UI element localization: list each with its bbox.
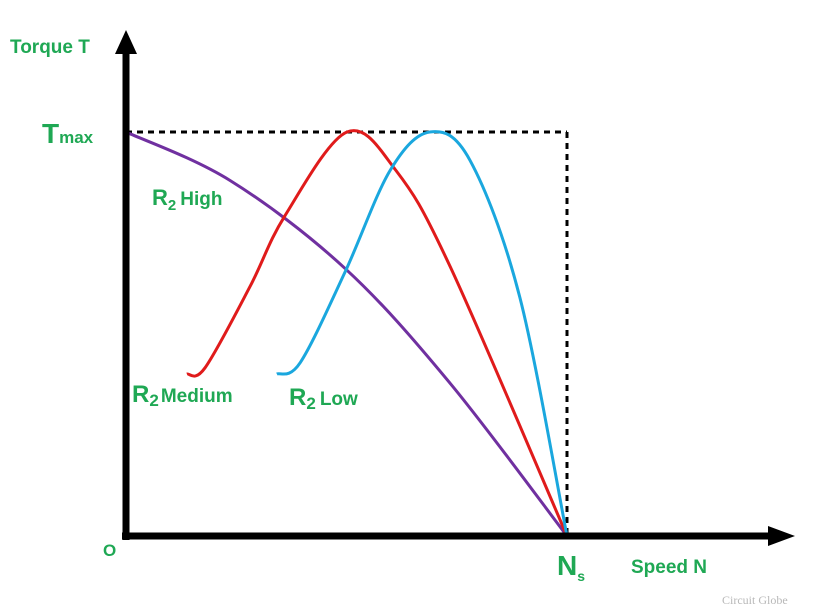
x-axis-label: Speed N [631,557,707,578]
origin-label: O [103,541,116,560]
label-r2-medium: R2 Medium [132,381,233,410]
y-axis-label: Torque T [10,37,90,58]
watermark: Circuit Globe [722,593,788,607]
x-tick-ns: Ns [557,550,585,584]
label-r2-low: R2 Low [289,384,358,413]
curve-r2-medium [186,129,569,537]
x-axis-arrow-icon [768,526,795,546]
curve-r2-high [125,130,569,537]
y-tick-tmax: Tmax [42,118,94,149]
label-r2-high: R2 High [152,185,222,214]
curve-r2-low [276,130,569,537]
y-axis-arrow-icon [115,30,137,54]
